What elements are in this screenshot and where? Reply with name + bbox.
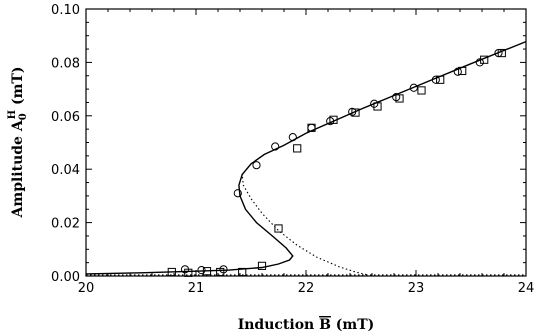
y-tick-label: 0.08: [51, 56, 80, 71]
circle-marker-12: [409, 83, 418, 92]
square-marker-5: [257, 261, 267, 270]
y-axis-label-unit: (mT): [10, 67, 26, 110]
square-marker-10: [351, 108, 360, 117]
markers-layer: [167, 48, 506, 277]
ticks-layer: 20 21 22 23 24 0.00 0.02 0.04 0.06 0.08 0.10: [51, 3, 534, 296]
x-axis-label-main: Induction: [238, 317, 319, 333]
y-tick-label: 0.06: [51, 110, 80, 125]
x-tick-label: 20: [78, 281, 95, 296]
x-tick-label: 22: [298, 281, 315, 296]
y-tick-label: 0.10: [51, 3, 80, 18]
square-marker-15: [458, 66, 467, 76]
plot-frame: [85, 8, 527, 277]
square-marker-8: [307, 123, 316, 132]
square-marker-4: [238, 267, 247, 277]
square-marker-6: [274, 224, 283, 233]
square-marker-13: [417, 86, 426, 95]
square-marker-14: [436, 75, 445, 84]
square-marker-7: [293, 144, 302, 153]
square-marker-12: [395, 94, 404, 103]
circle-marker-13: [431, 75, 440, 84]
circle-marker-15: [475, 58, 484, 67]
y-axis-label-main: Amplitude: [10, 131, 26, 218]
x-tick-label: 24: [518, 281, 535, 296]
x-axis-label-symbol: B: [319, 317, 331, 333]
x-axis-label: Induction B (mT): [238, 317, 375, 333]
y-tick-label: 0.04: [51, 163, 80, 178]
circle-marker-5: [271, 142, 280, 151]
square-marker-3: [216, 267, 225, 277]
square-marker-11: [373, 102, 382, 111]
circle-marker-14: [453, 67, 462, 76]
circle-marker-4: [252, 161, 261, 170]
square-marker-16: [480, 55, 489, 64]
x-axis-label-unit: (mT): [331, 317, 374, 333]
square-marker-1: [184, 268, 193, 277]
square-marker-17: [497, 48, 506, 58]
y-axis-label-subscript: 0: [18, 113, 29, 120]
solid-curve-0: [85, 40, 527, 275]
square-marker-0: [167, 267, 176, 277]
y-tick-label: 0.00: [51, 270, 80, 285]
square-marker-2: [202, 267, 212, 276]
y-axis-label-superscript: H: [7, 110, 18, 119]
x-tick-label: 23: [408, 281, 425, 296]
circle-marker-3: [233, 189, 242, 198]
circle-marker-1: [197, 266, 206, 275]
x-tick-label: 21: [188, 281, 205, 296]
y-axis-label: Amplitude A0H (mT): [7, 67, 29, 219]
circle-marker-6: [288, 133, 297, 142]
curves-layer: [85, 40, 527, 276]
y-tick-label: 0.02: [51, 217, 80, 232]
dotted-curve-2: [241, 174, 367, 276]
y-axis-label-symbol: A: [10, 119, 26, 132]
square-marker-9: [329, 115, 338, 124]
